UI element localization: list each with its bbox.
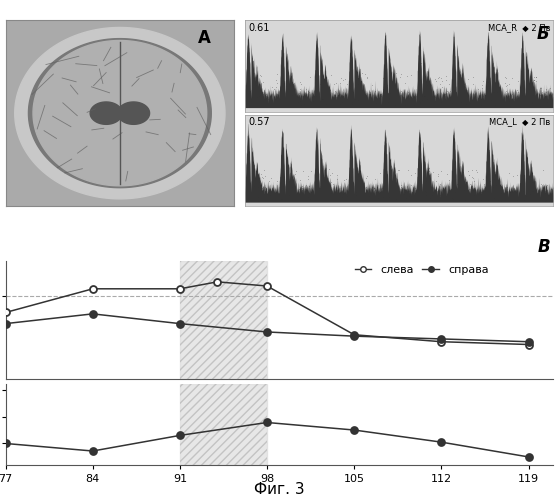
Text: В: В (538, 238, 551, 256)
Text: MCA_L  ◆ 2 Пв: MCA_L ◆ 2 Пв (489, 118, 550, 126)
Bar (180, 261, 267, 380)
Text: 0.61: 0.61 (248, 23, 269, 33)
Text: MCA_R  ◆ 2 Пв: MCA_R ◆ 2 Пв (488, 23, 550, 32)
Text: Б: Б (536, 24, 549, 42)
Polygon shape (117, 102, 150, 124)
Polygon shape (33, 40, 207, 186)
Bar (180, 384, 267, 465)
Text: А: А (198, 30, 211, 48)
Bar (180, 261, 267, 380)
Legend: слева, справа: слева, справа (350, 260, 493, 280)
Text: 0.57: 0.57 (248, 118, 269, 128)
Text: Фиг. 3: Фиг. 3 (254, 482, 305, 498)
Polygon shape (15, 28, 225, 199)
Polygon shape (90, 102, 122, 124)
Bar (180, 384, 267, 465)
Polygon shape (29, 38, 211, 188)
